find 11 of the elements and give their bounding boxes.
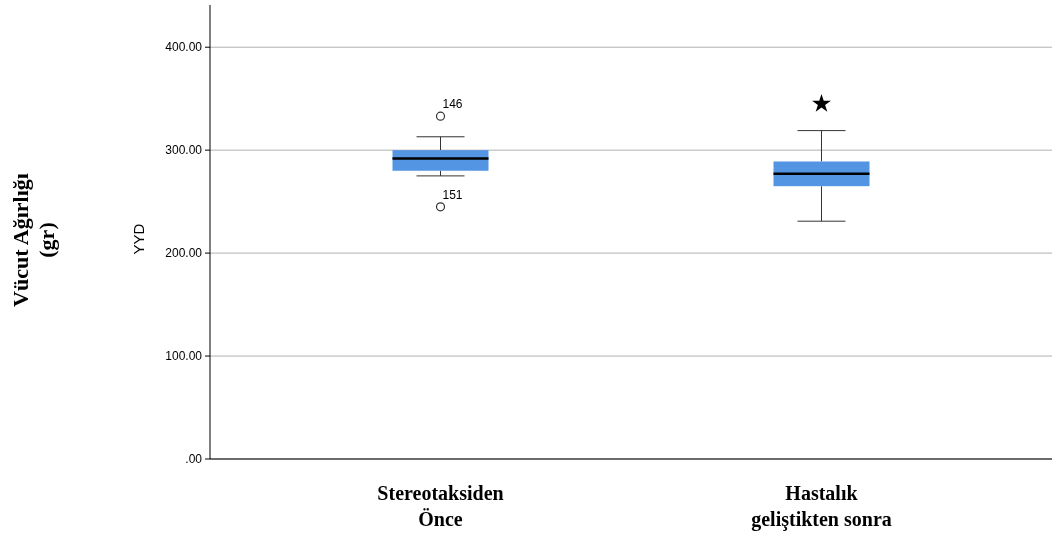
- x-tick-label: Stereotaksiden Önce: [377, 482, 504, 530]
- y-tick-label: 100.00: [165, 349, 203, 364]
- y-axis-title: YYD: [130, 223, 147, 255]
- y-tick-label: .00: [185, 452, 203, 467]
- y-tick-label: 200.00: [165, 246, 203, 261]
- x-tick-label: Hastalık geliştikten sonra: [751, 482, 892, 531]
- y-tick-label: 400.00: [165, 40, 203, 55]
- annotation: 146: [442, 97, 463, 112]
- text: Vücut Ağırlığı (gr): [8, 173, 59, 307]
- annotation: 151: [442, 187, 463, 202]
- y-tick-label: 300.00: [165, 143, 203, 158]
